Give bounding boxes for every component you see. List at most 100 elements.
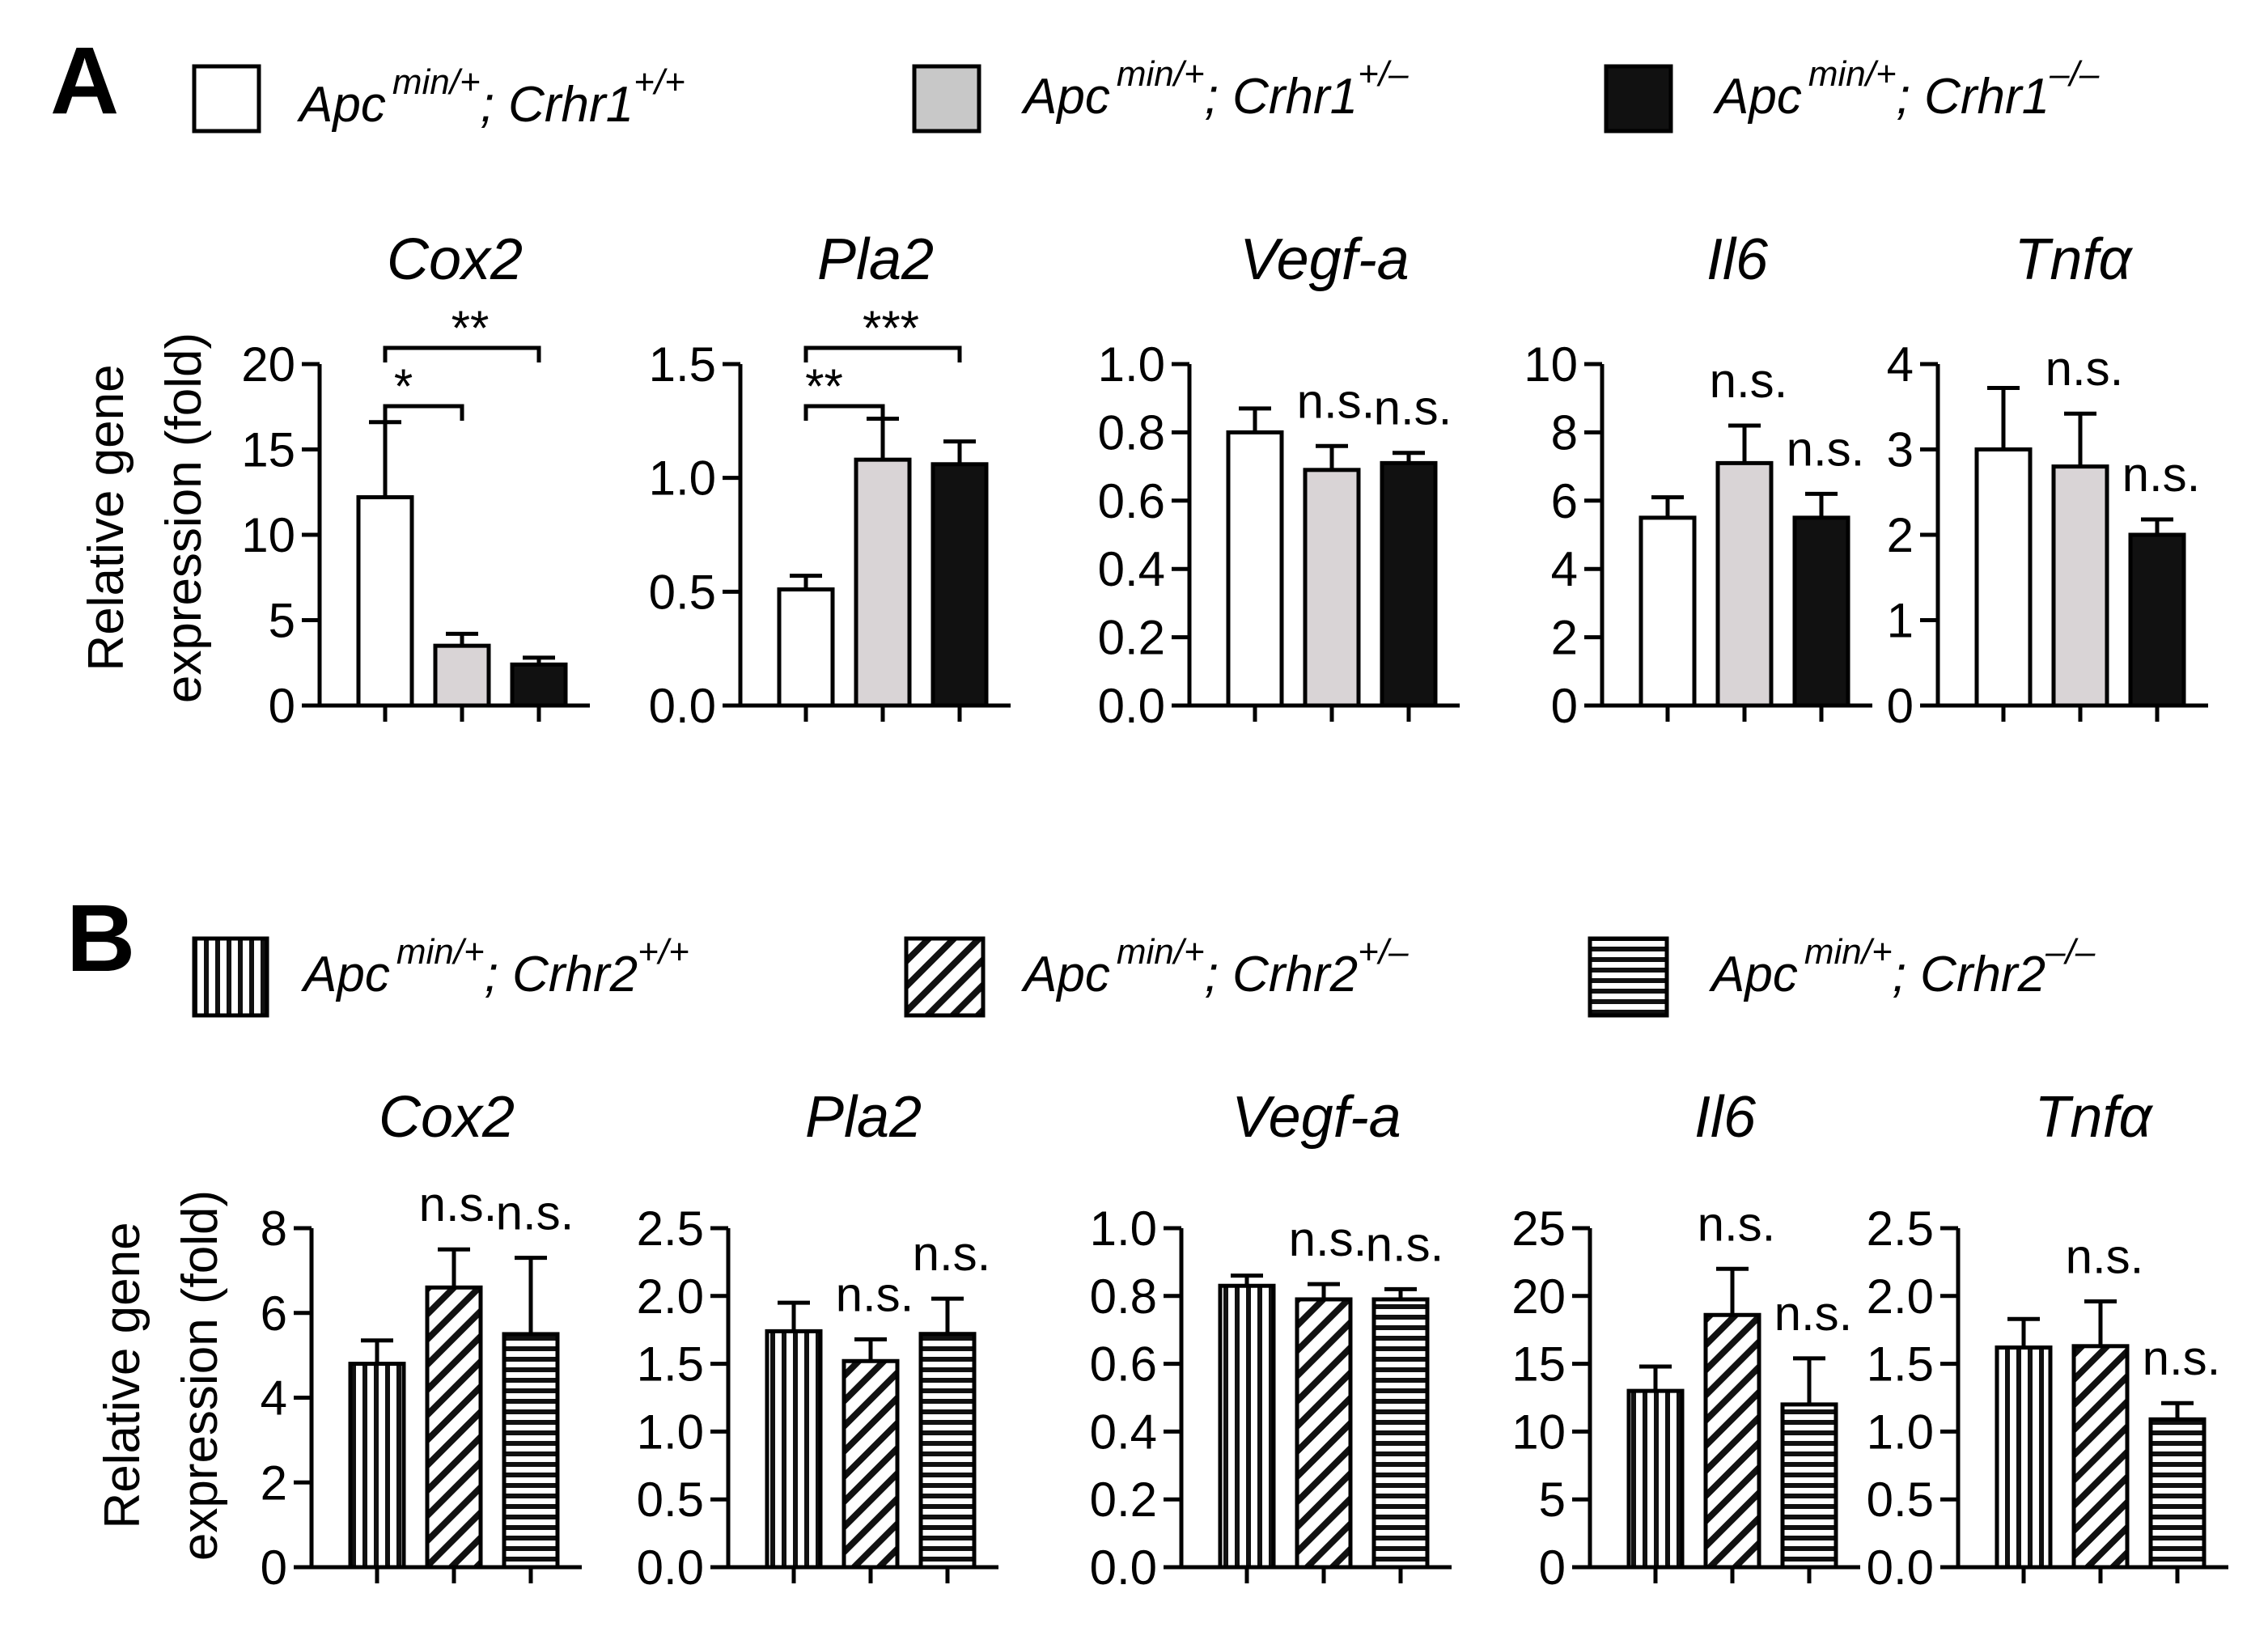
sig-label-a-cox2-1: ** xyxy=(451,301,490,355)
y-tick-label-a-il6-5: 10 xyxy=(1524,337,1578,392)
y-tick-label-a-pla2-1: 0.5 xyxy=(649,565,716,619)
y-tick-label-a-cox2-4: 20 xyxy=(241,337,295,392)
chart-title-a-cox2: Cox2 xyxy=(387,227,523,292)
y-tick-label-b-tnf--1: 0.5 xyxy=(1867,1473,1934,1527)
y-axis-label-b-line1: Relative gene xyxy=(95,1222,150,1528)
y-tick-label-a-tnf--0: 0 xyxy=(1887,679,1914,733)
y-tick-label-b-tnf--2: 1.0 xyxy=(1867,1405,1934,1459)
bar-b-il6-2 xyxy=(1780,1402,1838,1570)
chart-title-b-tnf-: Tnfα xyxy=(2034,1085,2153,1150)
legend-b-label-2: Apc min/+; Crhr2+/– xyxy=(1020,932,1409,1002)
y-tick-label-b-vegf-a-0: 0.0 xyxy=(1090,1540,1157,1595)
y-tick-label-a-tnf--2: 2 xyxy=(1887,508,1914,562)
legend-a-label-3: Apc min/+; Crhr1–/– xyxy=(1712,54,2100,125)
y-tick-label-b-vegf-a-2: 0.4 xyxy=(1090,1405,1157,1459)
y-tick-label-b-vegf-a-5: 1.0 xyxy=(1090,1201,1157,1256)
y-tick-label-b-il6-3: 15 xyxy=(1511,1337,1566,1392)
y-tick-label-b-il6-4: 20 xyxy=(1511,1269,1566,1324)
y-tick-label-b-pla2-3: 1.5 xyxy=(637,1337,704,1392)
y-tick-label-b-tnf--4: 2.0 xyxy=(1867,1269,1934,1324)
bar-b-vegf-a-0 xyxy=(1218,1283,1276,1570)
ns-label-b-tnf--1: n.s. xyxy=(2143,1331,2221,1385)
y-tick-label-b-cox2-4: 8 xyxy=(261,1201,287,1256)
bar-a-il6-0 xyxy=(1638,515,1697,708)
y-axis-label-a-line1: Relative gene xyxy=(78,364,134,671)
ns-label-b-pla2-1: n.s. xyxy=(913,1227,991,1281)
bar-a-pla2-0 xyxy=(777,587,835,708)
y-tick-label-b-il6-2: 10 xyxy=(1511,1405,1566,1459)
legend-b-label-3: Apc min/+; Crhr2–/– xyxy=(1708,932,2096,1002)
bar-b-cox2-1 xyxy=(425,1285,483,1570)
bar-b-cox2-0 xyxy=(348,1362,406,1570)
y-tick-label-b-vegf-a-1: 0.2 xyxy=(1090,1473,1157,1527)
y-tick-label-a-il6-1: 2 xyxy=(1551,611,1578,665)
legend-a-swatch-1 xyxy=(192,64,261,133)
ns-label-b-cox2-0: n.s. xyxy=(419,1177,498,1231)
bar-b-tnf--1 xyxy=(2071,1344,2130,1570)
bar-b-tnf--2 xyxy=(2148,1417,2207,1570)
bar-a-vegf-a-2 xyxy=(1380,460,1438,708)
bar-a-vegf-a-0 xyxy=(1226,430,1284,708)
legend-a-swatch-2 xyxy=(912,64,981,133)
bar-b-vegf-a-2 xyxy=(1371,1297,1430,1570)
ns-label-a-tnf--0: n.s. xyxy=(2045,341,2124,396)
y-tick-label-a-cox2-0: 0 xyxy=(269,679,295,733)
y-axis-label-b-line2: expression (fold) xyxy=(172,1190,228,1561)
ns-label-b-pla2-0: n.s. xyxy=(836,1267,914,1321)
chart-title-b-cox2: Cox2 xyxy=(379,1085,515,1150)
y-tick-label-a-il6-3: 6 xyxy=(1551,474,1578,528)
y-tick-label-a-cox2-2: 10 xyxy=(241,508,295,562)
ns-label-a-vegf-a-0: n.s. xyxy=(1297,374,1376,428)
legend-b-swatch-2 xyxy=(904,936,986,1018)
ns-label-a-il6-1: n.s. xyxy=(1787,422,1865,476)
y-tick-label-a-vegf-a-2: 0.4 xyxy=(1098,542,1165,596)
ns-label-a-il6-0: n.s. xyxy=(1710,354,1788,408)
y-tick-label-b-pla2-0: 0.0 xyxy=(637,1540,704,1595)
chart-title-b-il6: Il6 xyxy=(1694,1085,1757,1150)
bar-b-il6-0 xyxy=(1626,1388,1685,1570)
y-tick-label-b-cox2-3: 6 xyxy=(261,1286,287,1341)
legend-b: Apc min/+; Crhr2+/+ Apc min/+; Crhr2+/– Ap… xyxy=(192,932,2096,1018)
bar-b-cox2-2 xyxy=(502,1332,560,1570)
y-tick-label-a-vegf-a-0: 0.0 xyxy=(1098,679,1165,733)
y-tick-label-b-il6-5: 25 xyxy=(1511,1201,1566,1256)
sig-bracket-a-pla2-1 xyxy=(803,345,962,362)
y-tick-label-a-cox2-3: 15 xyxy=(241,423,295,477)
legend-b-swatch-3 xyxy=(1588,936,1669,1018)
y-tick-label-a-vegf-a-4: 0.8 xyxy=(1098,405,1165,460)
bar-b-pla2-1 xyxy=(841,1358,900,1570)
legend-a-label-1: Apc min/+; Crhr1+/+ xyxy=(296,62,685,133)
y-tick-label-b-cox2-0: 0 xyxy=(261,1540,287,1595)
panel-letter-a: A xyxy=(50,28,119,134)
y-axis-label-a-line2: expression (fold) xyxy=(156,333,212,703)
legend-a: Apc min/+; Crhr1+/+ Apc min/+; Crhr1+/– Ap… xyxy=(192,54,2100,133)
bar-a-tnf--0 xyxy=(1974,447,2033,708)
chart-title-b-pla2: Pla2 xyxy=(805,1085,922,1150)
ns-label-b-tnf--0: n.s. xyxy=(2066,1230,2144,1284)
y-tick-label-b-il6-0: 0 xyxy=(1539,1540,1566,1595)
bar-b-tnf--0 xyxy=(1995,1345,2053,1570)
y-tick-label-b-vegf-a-3: 0.6 xyxy=(1090,1337,1157,1392)
ns-label-a-tnf--1: n.s. xyxy=(2122,447,2201,502)
y-tick-label-a-il6-4: 8 xyxy=(1551,405,1578,460)
y-tick-label-b-cox2-1: 2 xyxy=(261,1456,287,1510)
legend-a-swatch-3 xyxy=(1604,64,1673,133)
y-tick-label-a-vegf-a-5: 1.0 xyxy=(1098,337,1165,392)
y-tick-label-a-pla2-0: 0.0 xyxy=(649,679,716,733)
ns-label-b-il6-0: n.s. xyxy=(1698,1197,1776,1251)
y-tick-label-b-cox2-2: 4 xyxy=(261,1371,287,1426)
chart-title-a-pla2: Pla2 xyxy=(817,227,934,292)
y-tick-label-a-vegf-a-3: 0.6 xyxy=(1098,474,1165,528)
y-tick-label-b-tnf--5: 2.5 xyxy=(1867,1201,1934,1256)
bar-a-cox2-0 xyxy=(356,495,414,708)
bar-a-il6-1 xyxy=(1715,460,1774,708)
y-tick-label-a-tnf--1: 1 xyxy=(1887,594,1914,648)
legend-a-label-2: Apc min/+; Crhr1+/– xyxy=(1020,54,1409,125)
sig-label-a-pla2-0: ** xyxy=(805,359,843,413)
y-tick-label-b-pla2-4: 2.0 xyxy=(637,1269,704,1324)
chart-title-a-vegf-a: Vegf-a xyxy=(1240,227,1409,292)
ns-label-a-vegf-a-1: n.s. xyxy=(1374,381,1452,435)
y-tick-label-a-vegf-a-1: 0.2 xyxy=(1098,611,1165,665)
y-tick-label-a-il6-0: 0 xyxy=(1551,679,1578,733)
